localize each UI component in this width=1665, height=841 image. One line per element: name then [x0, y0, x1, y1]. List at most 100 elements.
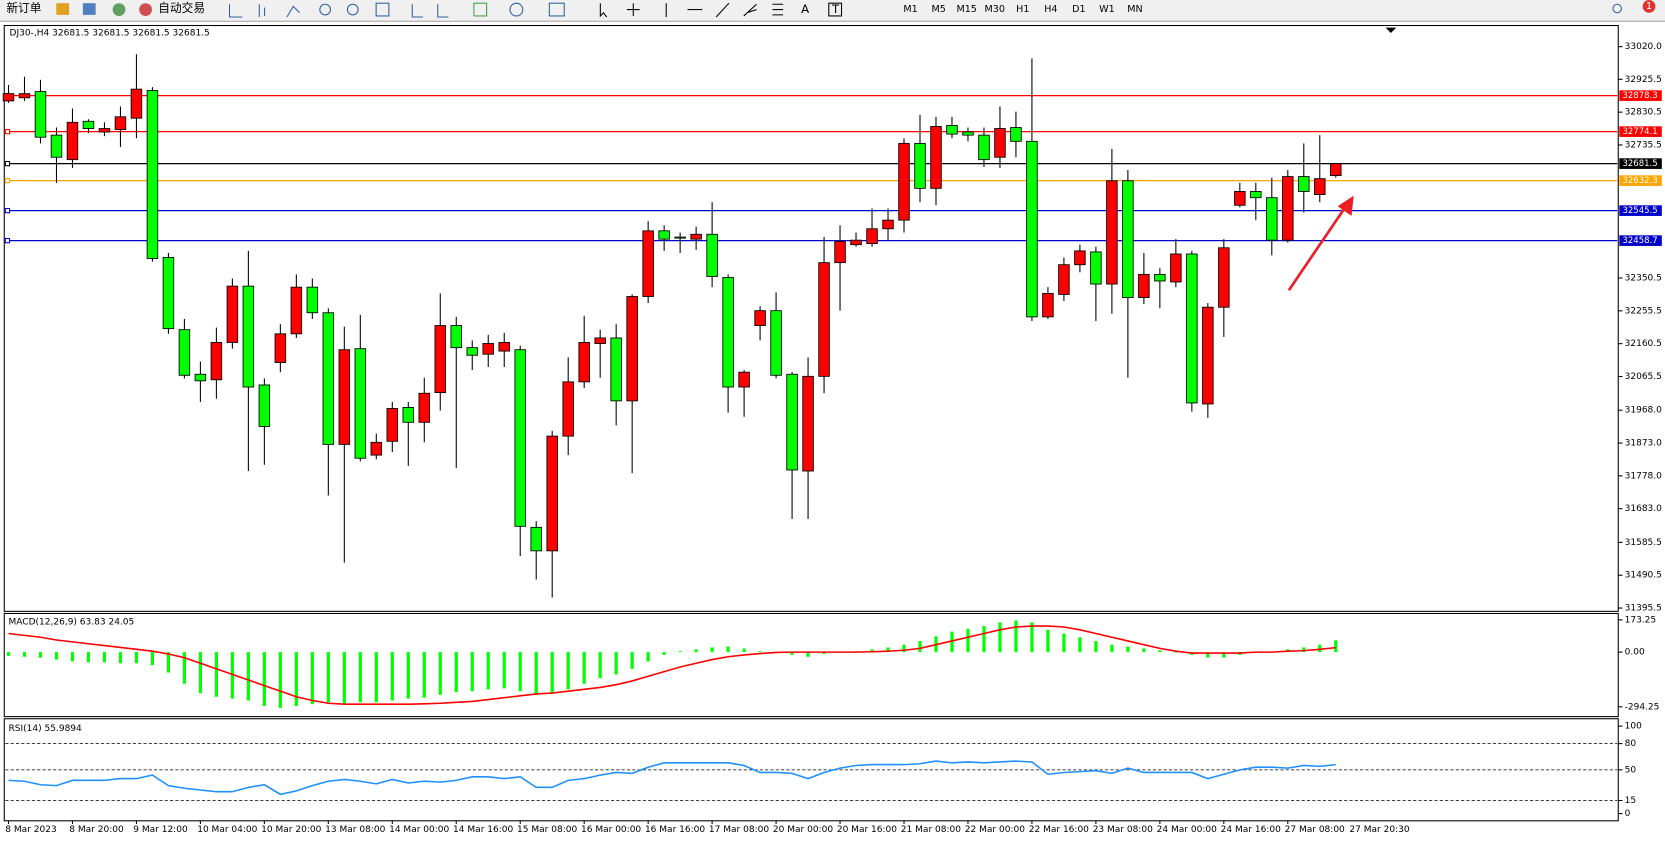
price-label-bg	[1619, 235, 1662, 246]
cursor-time-label: 27 Mar 20:30	[1349, 825, 1409, 835]
candle-body	[754, 310, 766, 326]
icon[interactable]	[828, 2, 843, 17]
macd-bar	[246, 652, 250, 701]
timeframe-button[interactable]: MN	[1127, 4, 1142, 15]
candle-body	[594, 337, 606, 344]
label-tool[interactable]: T	[831, 2, 840, 16]
macd-bar	[1222, 652, 1226, 658]
macd-bar	[1014, 620, 1018, 653]
icon[interactable]	[139, 3, 152, 16]
icon-group	[228, 2, 843, 18]
price-label-bg	[1619, 126, 1662, 137]
icon[interactable]	[715, 2, 730, 18]
timeframe-button[interactable]: H4	[1044, 4, 1057, 15]
y-tick-label: 173.25	[1625, 615, 1657, 625]
candle-body	[1234, 191, 1246, 206]
indicator-title: MACD(12,26,9) 63.83 24.05	[9, 617, 135, 627]
macd-bar	[502, 652, 506, 689]
y-tick-label: 33020.0	[1625, 42, 1663, 52]
macd-bar	[22, 652, 27, 657]
candle-body	[1202, 306, 1214, 405]
macd-bar	[1110, 644, 1114, 653]
macd-bar	[470, 652, 474, 692]
macd-bar	[454, 652, 458, 693]
timeframe-button[interactable]: D1	[1072, 4, 1085, 15]
candle-body	[290, 286, 303, 335]
price-label-bg	[1619, 175, 1662, 186]
price-label: 32545.5	[1622, 206, 1657, 216]
icon[interactable]	[258, 4, 266, 18]
candle-body	[50, 134, 63, 158]
icon[interactable]	[548, 2, 565, 17]
candle-body	[162, 257, 175, 330]
candle-body	[34, 91, 47, 138]
icon[interactable]	[228, 4, 243, 18]
icon[interactable]	[509, 2, 524, 17]
x-tick-label: 27 Mar 08:00	[1285, 825, 1345, 835]
icon[interactable]	[599, 3, 608, 18]
icon[interactable]	[626, 3, 640, 16]
macd-bar	[54, 652, 59, 660]
x-tick-label: 24 Mar 00:00	[1157, 825, 1217, 835]
candle-body	[626, 296, 638, 402]
macd-bar	[342, 652, 346, 705]
candle-body	[370, 441, 383, 456]
candle-body	[194, 373, 207, 382]
x-tick-label: 8 Mar 2023	[5, 825, 57, 835]
icon[interactable]	[772, 3, 784, 16]
x-tick-label: 17 Mar 08:00	[709, 825, 769, 835]
icon[interactable]	[319, 3, 331, 16]
macd-bar	[1142, 648, 1146, 653]
icon[interactable]	[56, 3, 70, 15]
shift-marker	[1385, 27, 1397, 33]
new-order-button[interactable]: 新订单	[6, 1, 41, 15]
y-tick-label: 31968.0	[1625, 406, 1663, 416]
macd-bar	[902, 644, 906, 653]
icon[interactable]	[375, 2, 390, 17]
timeframe-button[interactable]: H1	[1016, 4, 1029, 15]
icon[interactable]	[473, 2, 488, 17]
icon[interactable]	[82, 3, 96, 15]
candle-body	[274, 333, 287, 363]
macd-bar	[262, 652, 266, 707]
price-label: 32632.3	[1622, 176, 1657, 186]
icon[interactable]	[112, 3, 126, 16]
candle-body	[1186, 253, 1198, 404]
y-tick-label: 50	[1625, 765, 1637, 775]
y-tick-label: -294.25	[1625, 702, 1660, 712]
text-tool[interactable]: A	[801, 2, 809, 16]
search-icon[interactable]	[1612, 3, 1622, 14]
icon[interactable]	[411, 4, 423, 18]
macd-bar	[86, 652, 91, 663]
candle-body	[658, 230, 670, 240]
macd-bar	[598, 652, 602, 679]
candle-body	[770, 310, 782, 376]
icon[interactable]	[286, 5, 301, 18]
candle-body	[786, 373, 798, 471]
timeframe-button[interactable]: W1	[1099, 4, 1115, 15]
timeframe-button[interactable]: M15	[957, 4, 977, 15]
macd-bar	[1030, 622, 1034, 653]
y-tick-label: 100	[1625, 722, 1642, 732]
candle-body	[978, 134, 990, 161]
y-tick-label: 32830.5	[1625, 108, 1662, 118]
candle-body	[130, 88, 143, 119]
icon[interactable]	[437, 4, 449, 18]
icon[interactable]	[346, 3, 359, 16]
x-tick-label: 15 Mar 08:00	[517, 825, 577, 835]
timeframe-button[interactable]: M5	[931, 4, 945, 15]
timeframe-button[interactable]: M30	[985, 4, 1005, 15]
macd-bar	[6, 652, 11, 656]
macd-bar	[822, 652, 826, 654]
y-tick-label: 15	[1625, 796, 1636, 806]
candle-body	[562, 381, 574, 437]
timeframe-button[interactable]: M1	[903, 4, 917, 15]
candle-body	[450, 325, 462, 349]
macd-bar	[358, 652, 362, 703]
macd-bar	[534, 652, 538, 695]
x-tick-label: 24 Mar 16:00	[1221, 825, 1281, 835]
candle-body	[578, 342, 590, 383]
macd-panel	[3, 612, 1619, 718]
auto-trade-button[interactable]: 自动交易	[158, 1, 205, 15]
icon[interactable]	[743, 3, 757, 17]
